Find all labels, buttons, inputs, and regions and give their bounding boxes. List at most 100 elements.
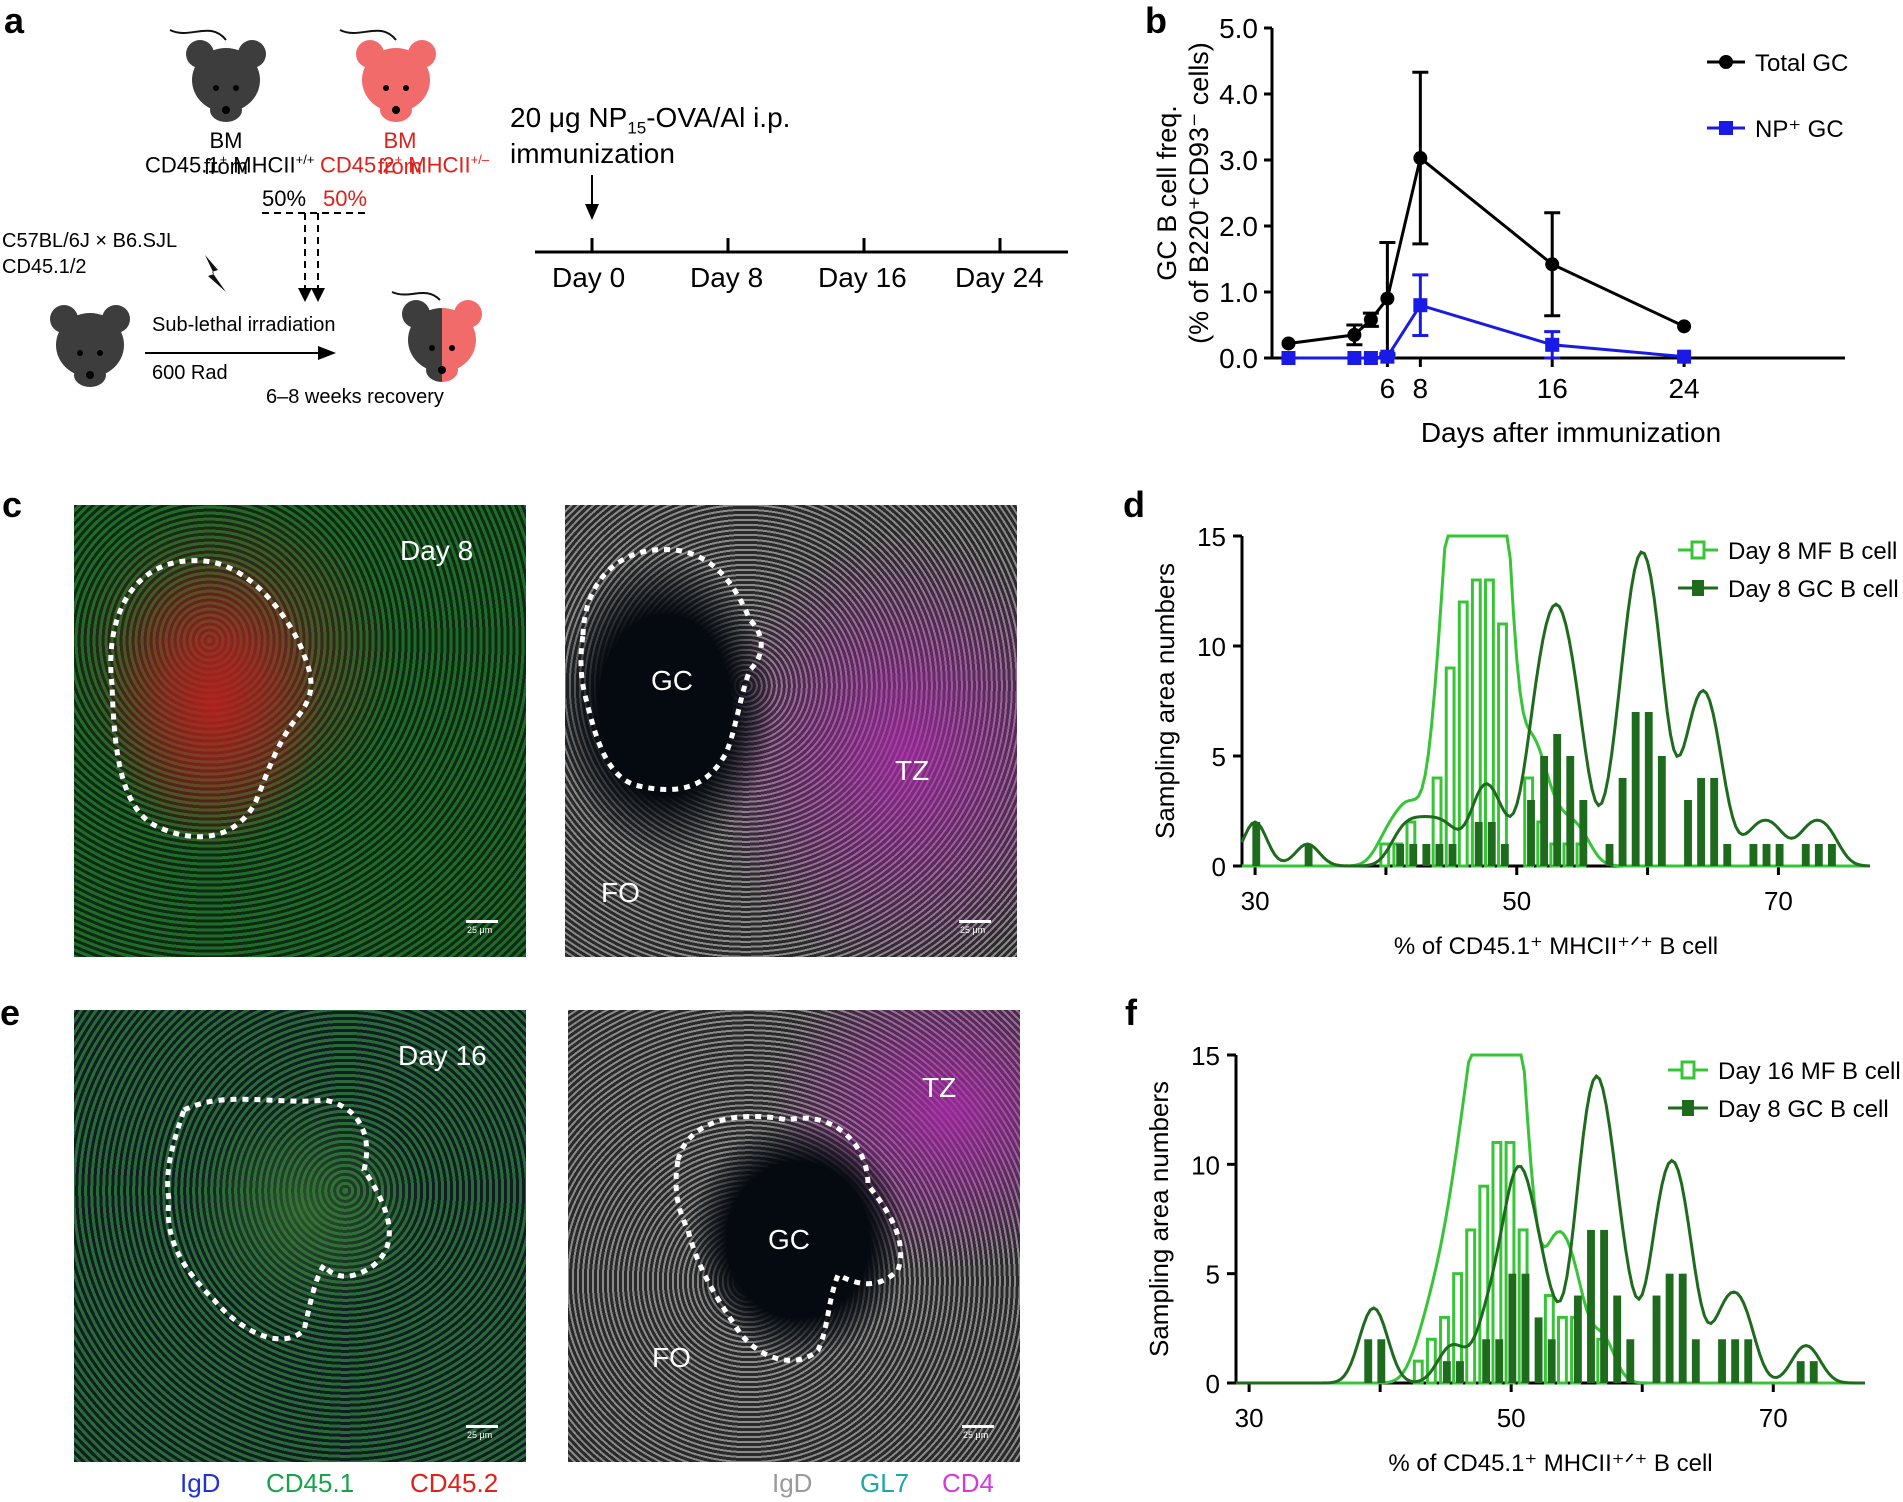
- gc-outline-c-right: [578, 546, 764, 793]
- data-point-total-gc: [1413, 151, 1428, 166]
- panel-letter-f: f: [1125, 992, 1137, 1033]
- y-tick-label: 15: [1191, 1041, 1220, 1071]
- x-tick-label: 30: [1241, 886, 1270, 916]
- scale-bar: [466, 920, 498, 923]
- bar-mf-b-cell: [1425, 1337, 1437, 1385]
- day8-label: Day 8: [400, 535, 474, 566]
- bar-gc-b-cell: [1448, 844, 1457, 866]
- donor1-label-line1: BM from: [204, 128, 248, 179]
- bar-gc-b-cell: [1631, 712, 1640, 866]
- x-tick-label: 8: [1413, 373, 1429, 404]
- y-tick-label: 1.0: [1219, 277, 1258, 308]
- tz-label: TZ: [895, 755, 930, 786]
- gc-outline-e-right: [673, 1113, 904, 1363]
- panel-letter-a: a: [4, 0, 25, 41]
- bar-gc-b-cell: [1809, 1361, 1818, 1383]
- gc-label: GC: [768, 1224, 810, 1255]
- x-tick-label: 30: [1235, 1403, 1264, 1433]
- legend-label: NP⁺ GC: [1755, 116, 1844, 143]
- bar-gc-b-cell: [1626, 1339, 1635, 1383]
- y-tick-label: 15: [1197, 522, 1226, 552]
- immunization-line2: immunization: [510, 138, 675, 169]
- donor2-label-line1: BM from: [378, 128, 422, 179]
- x-tick-label: 50: [1497, 1403, 1526, 1433]
- bar-gc-b-cell: [1775, 844, 1784, 866]
- donor1-mouse-icon: [169, 29, 266, 122]
- bar-gc-b-cell: [1553, 734, 1562, 866]
- bar-gc-b-cell: [1814, 844, 1823, 866]
- fit-curve-gc: [1240, 550, 1871, 868]
- day16-label: Day 16: [398, 1040, 487, 1071]
- gc-outline-c-left: [108, 558, 314, 840]
- gc-label: GC: [651, 665, 693, 696]
- x-axis-label: Days after immunization: [1421, 417, 1721, 448]
- bar-mf-b-cell: [1556, 1315, 1568, 1385]
- bar-mf-b-cell: [1412, 1359, 1424, 1385]
- bar-gc-b-cell: [1744, 1339, 1753, 1383]
- y-axis-label-line1: GC B cell freq.: [1152, 105, 1182, 281]
- micrograph-e-left: Day 16 25 μm: [74, 1010, 526, 1462]
- immunization-line1: 20 μg NP15-OVA/Al i.p.: [510, 102, 791, 138]
- bar-gc-b-cell: [1691, 1339, 1700, 1383]
- scale-bar: [466, 1425, 498, 1428]
- bar-gc-b-cell: [1573, 1295, 1582, 1383]
- y-axis-label: Sampling area numbers: [1144, 1081, 1174, 1357]
- bar-gc-b-cell: [1723, 844, 1732, 866]
- micrograph-e-right: TZ GC FO 25 μm: [568, 1010, 1020, 1462]
- chimera-mouse-icon: [391, 291, 482, 382]
- bar-gc-b-cell: [1749, 844, 1758, 866]
- y-tick-label: 5.0: [1219, 13, 1258, 44]
- timeline-day24: Day 24: [955, 262, 1044, 293]
- bar-gc-b-cell: [1697, 778, 1706, 866]
- bar-gc-b-cell: [1828, 844, 1836, 866]
- scale-label: 25 μm: [963, 1430, 989, 1440]
- bar-gc-b-cell: [1508, 1273, 1517, 1383]
- bar-gc-b-cell: [1579, 800, 1588, 866]
- y-tick-label: 0: [1212, 852, 1226, 882]
- panel-letter-c: c: [2, 484, 23, 525]
- legend-marker: [1682, 1100, 1694, 1116]
- fo-label: FO: [652, 1342, 691, 1373]
- bar-gc-b-cell: [1534, 1317, 1543, 1383]
- y-tick-label: 5: [1206, 1260, 1220, 1290]
- y-tick-label: 10: [1197, 632, 1226, 662]
- bar-gc-b-cell: [1684, 800, 1692, 866]
- legend-label: Day 8 GC B cell: [1718, 1096, 1889, 1123]
- legend-marker: [1690, 540, 1706, 560]
- scale-bar: [959, 920, 991, 923]
- y-tick-label: 5: [1212, 742, 1226, 772]
- legend-marker: [1719, 121, 1733, 135]
- bar-gc-b-cell: [1613, 1295, 1622, 1383]
- bar-gc-b-cell: [1657, 756, 1666, 866]
- irradiation-label: Sub-lethal irradiation: [152, 314, 336, 336]
- bar-gc-b-cell: [1718, 1339, 1726, 1383]
- x-tick-label: 70: [1764, 886, 1793, 916]
- bar-gc-b-cell: [1731, 1339, 1740, 1383]
- data-point-np-gc: [1545, 337, 1560, 352]
- legend-label: Day 16 MF B cell: [1718, 1058, 1900, 1085]
- y-axis-label-line2: (% of B220⁺CD93⁻ cells): [1184, 42, 1214, 344]
- y-tick-label: 2.0: [1219, 211, 1258, 242]
- donor1-label-line2: CD45.1+ MHCII+/+: [145, 152, 315, 178]
- recovery-label: 6–8 weeks recovery: [266, 386, 444, 408]
- y-tick-label: 0: [1206, 1369, 1220, 1399]
- recipient-strain-line1: C57BL/6J × B6.SJL: [2, 230, 178, 252]
- bar-gc-b-cell: [1442, 1361, 1451, 1383]
- stain-legend-igd: IgD: [180, 1468, 221, 1498]
- chart-d-svg: 0 5 10 15 30 50 70 % of CD45.1⁺ MHCII⁺ᐟ⁺ B cell…: [1150, 522, 1899, 960]
- fo-label: FO: [601, 877, 640, 908]
- bar-gc-b-cell: [1665, 1273, 1674, 1383]
- data-point-np-gc: [1363, 351, 1378, 365]
- legend-marker: [1692, 580, 1704, 596]
- chart-f-svg: 0 5 10 15 30 50 70 % of CD45.1⁺ MHCII⁺ᐟ⁺ B cell…: [1144, 1041, 1900, 1477]
- panel-a-schematic: [50, 29, 1068, 387]
- scale-label: 25 μm: [467, 1430, 493, 1440]
- data-point-np-gc: [1413, 298, 1428, 313]
- panel-letter-e: e: [0, 992, 21, 1033]
- y-tick-label: 10: [1191, 1150, 1220, 1180]
- dose-label: 600 Rad: [152, 362, 228, 384]
- bar-gc-b-cell: [1500, 844, 1509, 866]
- scale-label: 25 μm: [467, 925, 493, 935]
- x-axis-label: % of CD45.1⁺ MHCII⁺ᐟ⁺ B cell: [1394, 933, 1718, 960]
- bar-gc-b-cell: [1527, 800, 1535, 866]
